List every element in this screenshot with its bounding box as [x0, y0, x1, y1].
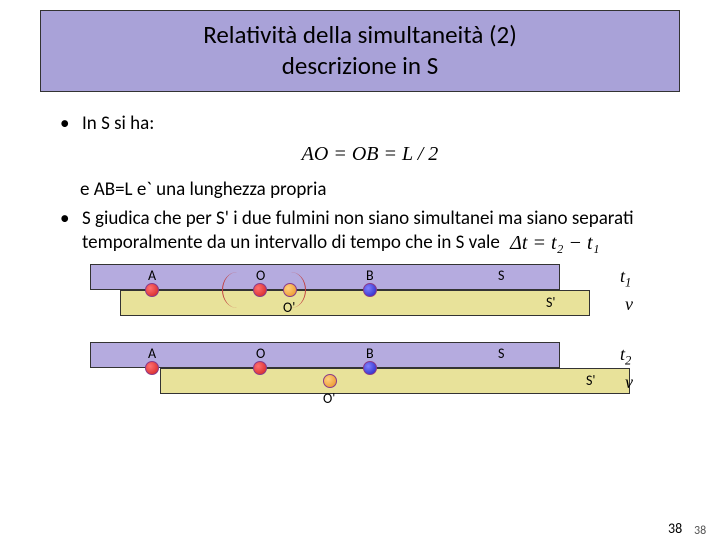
label-Oprime-2: O'	[323, 390, 335, 407]
bullet-2: S giudica che per S' i due fulmini non s…	[60, 207, 680, 256]
bar-sprime-1	[120, 290, 590, 316]
bar-s-2	[90, 342, 560, 368]
label-Oprime-1: O'	[283, 299, 295, 316]
dot-B-2	[363, 361, 377, 375]
label-B-1: B	[366, 267, 374, 284]
dot-Oprime-1	[283, 283, 297, 297]
label-t2: t2	[620, 344, 631, 369]
label-B-2: B	[366, 345, 374, 362]
page-number-b: 38	[694, 524, 706, 538]
label-S-2: S	[498, 345, 504, 362]
label-v-1: v	[625, 294, 633, 315]
bar-sprime-2	[160, 368, 630, 394]
diagrams: A O B S O' S' t1 v A O B S O' S' t2 v	[0, 264, 720, 402]
label-S-1: S	[498, 267, 504, 284]
bar-s-1	[90, 264, 560, 290]
dot-O-2	[253, 361, 267, 375]
formula-2: Δt = t₂ − t₁	[510, 231, 599, 256]
label-Sprime-1: S'	[546, 294, 556, 311]
label-A-1: A	[148, 267, 156, 284]
label-A-2: A	[148, 345, 156, 362]
diagram-t1: A O B S O' S' t1 v	[0, 264, 720, 324]
dot-O-1	[253, 283, 267, 297]
title-box: Relatività della simultaneità (2) descri…	[40, 10, 680, 92]
bullet-1: In S si ha:	[60, 112, 680, 135]
label-Sprime-2: S'	[586, 372, 596, 389]
subtext: e AB=L e` una lunghezza propria	[80, 178, 680, 201]
label-v-2: v	[625, 372, 633, 393]
dot-B-1	[363, 283, 377, 297]
dot-Oprime-2	[323, 374, 337, 388]
label-O-1: O	[256, 267, 265, 284]
diagram-t2: A O B S O' S' t2 v	[0, 342, 720, 402]
arc-left-1	[222, 272, 252, 308]
dot-A-2	[145, 361, 159, 375]
formula-1: AO = OB = L / 2	[60, 143, 680, 166]
page-number-a: 38	[668, 520, 682, 537]
dot-A-1	[145, 283, 159, 297]
label-O-2: O	[256, 345, 265, 362]
label-t1: t1	[620, 266, 631, 291]
content-block: In S si ha: AO = OB = L / 2 e AB=L e` un…	[60, 112, 680, 256]
title-line-2: descrizione in S	[41, 50, 679, 81]
title-line-1: Relatività della simultaneità (2)	[41, 19, 679, 50]
